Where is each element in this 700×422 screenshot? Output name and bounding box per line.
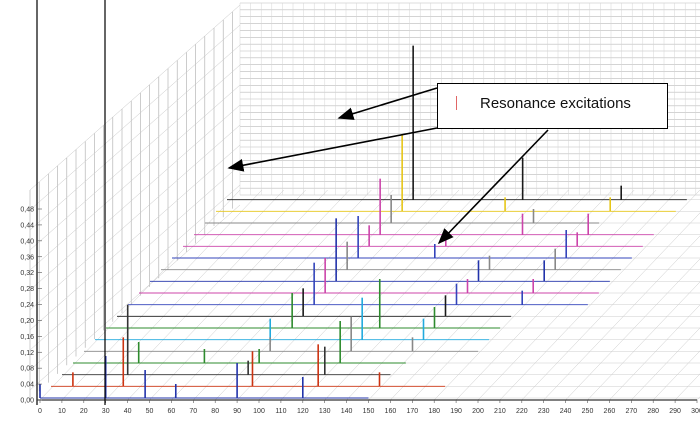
annotation-arrow — [337, 87, 438, 120]
annotation-text: Resonance excitations — [480, 95, 631, 112]
floor-grid-line — [587, 281, 700, 401]
x-tick-label: 280 — [647, 408, 659, 415]
x-tick-label: 180 — [428, 408, 440, 415]
y-tick-label: 0,20 — [20, 318, 34, 325]
x-tick-label: 200 — [472, 408, 484, 415]
floor-grid-line — [543, 235, 700, 401]
floor-grid — [39, 189, 700, 401]
floor-grid-line — [39, 189, 241, 401]
floor-grid-line — [105, 189, 306, 401]
side-grid-line — [29, 124, 241, 311]
floor-grid-line — [215, 189, 416, 401]
side-wall-grid — [29, 4, 241, 400]
floor-grid-line — [324, 189, 525, 401]
y-tick-label: 0,00 — [20, 398, 34, 405]
floor-grid-line — [280, 189, 482, 401]
x-tick-label: 240 — [560, 408, 572, 415]
x-tick-label: 290 — [669, 408, 681, 415]
y-tick-label: 0,32 — [20, 270, 34, 277]
x-tick-label: 160 — [385, 408, 397, 415]
floor-grid-line — [302, 189, 503, 401]
side-grid-line — [29, 144, 241, 331]
y-tick-label: 0,40 — [20, 238, 34, 245]
x-tick-label: 100 — [253, 408, 265, 415]
x-tick-label: 30 — [102, 408, 110, 415]
x-tick-label: 0 — [38, 408, 42, 415]
x-tick-labels: 0 10 20 30 40 50 60 70 80 90 100 110 120 130 140 150 160… — [38, 400, 700, 415]
y-tick-label: 0,44 — [20, 222, 34, 229]
x-tick-label: 20 — [80, 408, 88, 415]
side-grid-line — [29, 164, 241, 351]
y-tick-label: 0,24 — [20, 302, 34, 309]
floor-grid-line — [609, 304, 700, 401]
y-tick-label: 0,16 — [20, 334, 34, 341]
floor-grid-line — [521, 212, 700, 401]
floor-grid-line — [193, 189, 394, 401]
x-tick-label: 230 — [538, 408, 550, 415]
floor-grid-line — [171, 189, 372, 401]
y-tick-label: 0,08 — [20, 366, 34, 373]
floor-grid-line — [653, 350, 700, 401]
floor-grid-line — [346, 189, 547, 401]
x-tick-label: 170 — [406, 408, 418, 415]
side-grid-line — [29, 4, 241, 191]
floor-grid-line — [565, 258, 700, 401]
y-tick-labels: 0,00 0,04 0,08 0,12 0,16 0,20 0,24 0,28 0,32 0,36… — [20, 207, 42, 405]
callout-marker — [456, 96, 457, 110]
x-tick-label: 260 — [604, 408, 616, 415]
x-tick-label: 80 — [211, 408, 219, 415]
x-tick-label: 120 — [297, 408, 309, 415]
x-tick-label: 70 — [189, 408, 197, 415]
annotation-arrow — [437, 129, 549, 245]
floor-grid-line — [61, 189, 263, 401]
x-tick-label: 140 — [341, 408, 353, 415]
side-grid-line — [29, 104, 241, 291]
floor-grid-line — [390, 189, 591, 401]
x-tick-label: 250 — [582, 408, 594, 415]
y-tick-label: 0,36 — [20, 254, 34, 261]
x-tick-label: 300 — [691, 408, 700, 415]
y-tick-label: 0,04 — [20, 382, 34, 389]
x-tick-label: 50 — [146, 408, 154, 415]
y-tick-label: 0,28 — [20, 286, 34, 293]
side-grid-line — [29, 184, 241, 371]
floor-grid-line — [499, 189, 700, 401]
side-grid-line — [29, 24, 241, 211]
annotation-arrows — [227, 87, 549, 245]
side-grid-line — [29, 44, 241, 231]
x-tick-label: 130 — [319, 408, 331, 415]
floor-grid-line — [127, 189, 328, 401]
y-tick-label: 0,12 — [20, 350, 34, 357]
floor-grid-line — [149, 189, 350, 401]
annotation-callout: Resonance excitations — [437, 83, 668, 129]
x-tick-label: 190 — [450, 408, 462, 415]
floor-grid-line — [434, 189, 635, 401]
floor-grid-line — [412, 189, 613, 401]
floor-grid-line — [368, 189, 569, 401]
x-tick-label: 220 — [516, 408, 528, 415]
x-tick-label: 110 — [275, 408, 286, 415]
annotation-arrow — [227, 127, 438, 172]
floor-grid-line — [631, 327, 700, 401]
x-tick-label: 90 — [233, 408, 241, 415]
x-tick-label: 210 — [494, 408, 506, 415]
y-tick-label: 0,48 — [20, 207, 34, 214]
floor-grid-line — [258, 189, 460, 401]
side-grid-line — [29, 84, 241, 271]
x-tick-label: 60 — [168, 408, 176, 415]
floor-grid-line — [83, 189, 284, 401]
side-grid-line — [29, 204, 241, 391]
x-tick-label: 10 — [58, 408, 66, 415]
x-tick-label: 270 — [625, 408, 637, 415]
floor-grid-line — [455, 189, 657, 401]
floor-grid-line — [477, 189, 679, 401]
floor-grid-line — [236, 189, 438, 401]
x-tick-label: 40 — [124, 408, 132, 415]
axes — [36, 0, 697, 405]
side-grid-line — [29, 64, 241, 251]
x-tick-label: 150 — [363, 408, 375, 415]
